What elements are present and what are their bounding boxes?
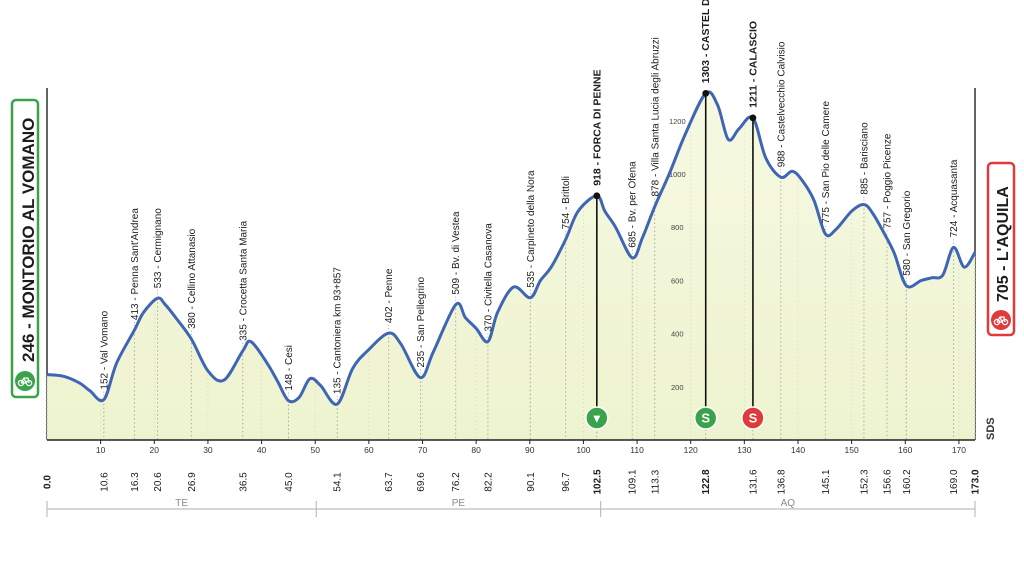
- km-label: 169.0: [949, 469, 960, 494]
- marker-glyph: S: [701, 411, 710, 426]
- km-label: 152.3: [860, 469, 871, 494]
- sprint-marker: [693, 406, 718, 430]
- km-label: 136.8: [776, 469, 787, 494]
- place-label: 335 - Crocetta Santa Maria: [238, 220, 249, 340]
- x-tick-label: 100: [576, 445, 590, 455]
- place-label: 878 - Villa Santa Lucia degli Abruzzi: [650, 37, 661, 196]
- x-tick-label: 170: [952, 445, 966, 455]
- place-label: 380 - Cellino Attanasio: [187, 228, 198, 329]
- place-label: 685 - Bv. per Ofena: [628, 161, 639, 248]
- km-label: 16.3: [130, 472, 141, 492]
- km-label: 160.2: [902, 469, 913, 494]
- x-tick-label: 110: [630, 445, 644, 455]
- x-tick-label: 30: [203, 445, 213, 455]
- x-tick-label: 160: [898, 445, 912, 455]
- km-label: 113.3: [650, 469, 661, 494]
- place-label: 988 - Castelvecchio Calvisio: [776, 41, 787, 167]
- climb-summit-point: [593, 192, 601, 200]
- finish-badge-frame: [986, 161, 1016, 337]
- x-tick-label: 80: [471, 445, 481, 455]
- finish-badge: 705 - L'AQUILA: [986, 161, 1016, 337]
- place-label: 535 - Carpineto della Nora: [526, 170, 537, 288]
- province-label: AQ: [781, 498, 796, 509]
- km-label: 69.6: [416, 472, 427, 492]
- place-label: 1211 - CALASCIO: [747, 21, 759, 108]
- km-label: 76.2: [451, 472, 462, 492]
- place-label: 885 - Barisciano: [860, 122, 871, 195]
- finish-label: 705 - L'AQUILA: [995, 186, 1012, 302]
- place-label: 533 - Cermignano: [153, 208, 164, 288]
- km-label: 145.1: [821, 469, 832, 494]
- x-tick-label: 10: [96, 445, 106, 455]
- km-label: 90.1: [526, 472, 537, 492]
- x-tick-label: 50: [310, 445, 320, 455]
- y-tick-label: 800: [671, 223, 684, 232]
- place-label: 580 - San Gregorio: [902, 190, 913, 275]
- km-label: 54.1: [333, 472, 344, 492]
- km-label: 45.0: [284, 472, 295, 492]
- bicycle-icon: [993, 316, 1009, 326]
- y-tick-label: 600: [671, 276, 684, 285]
- start-badge: 246 - MONTORIO AL VOMANO: [10, 98, 40, 399]
- place-label: 509 - Bv. di Vestea: [451, 211, 462, 295]
- km-label: 102.5: [592, 469, 603, 494]
- place-label: 775 - San Pio delle Camere: [821, 101, 832, 224]
- place-label: 413 - Penna Sant'Andrea: [130, 208, 141, 320]
- place-label: 135 - Cantoniera km 93+857: [333, 267, 344, 394]
- x-tick-label: 90: [525, 445, 535, 455]
- climb-summit-point: [702, 90, 710, 97]
- province-label: TE: [175, 498, 188, 509]
- y-tick-label: 400: [671, 330, 684, 339]
- x-tick-label: 140: [791, 445, 805, 455]
- start-label: 246 - MONTORIO AL VOMANO: [19, 118, 38, 362]
- place-label: 757 - Poggio Picenze: [883, 133, 894, 229]
- profile-line: [46, 90, 977, 406]
- place-label: 148 - Cesi: [284, 345, 295, 391]
- place-label: 402 - Penne: [384, 268, 395, 323]
- x-tick-label: 130: [737, 445, 751, 455]
- start-badge-frame: [10, 98, 40, 399]
- profile-area: [47, 91, 975, 440]
- km-label: 173.0: [971, 469, 982, 494]
- km-label: 20.6: [153, 472, 164, 492]
- x-tick-label: 150: [845, 445, 859, 455]
- km-label: 122.8: [701, 469, 712, 494]
- y-tick-label: 200: [671, 383, 684, 392]
- y-tick-label: 1200: [669, 117, 686, 126]
- province-label: PE: [452, 498, 466, 509]
- marker-glyph: S: [749, 411, 758, 426]
- km-label: 131.6: [748, 469, 759, 494]
- place-label: 724 - Acquasanta: [949, 159, 960, 237]
- km-label: 156.6: [883, 469, 894, 494]
- climb-summit-point: [749, 114, 757, 122]
- sprint-marker: [741, 406, 765, 430]
- x-tick-label: 60: [364, 445, 374, 455]
- sds-logo: SDS: [985, 417, 997, 440]
- place-label: 152 - Val Vomano: [99, 310, 110, 389]
- climb-marker: [585, 406, 609, 430]
- marker-glyph: ▼: [591, 412, 603, 426]
- km-label: 10.6: [99, 472, 110, 492]
- x-tick-label: 40: [257, 445, 267, 455]
- km-label: 96.7: [561, 472, 572, 492]
- km-label: 0.0: [43, 475, 54, 489]
- km-label: 109.1: [628, 469, 639, 494]
- place-label: 370 - Civitella Casanova: [483, 223, 494, 332]
- km-label: 82.2: [483, 472, 494, 492]
- x-tick-label: 20: [150, 445, 160, 455]
- km-label: 26.9: [187, 472, 198, 492]
- place-label: 918 - FORCA DI PENNE: [591, 69, 603, 185]
- x-tick-label: 70: [418, 445, 428, 455]
- bicycle-icon: [17, 377, 33, 387]
- y-tick-label: 1000: [669, 170, 686, 179]
- place-label: 754 - Brittoli: [561, 176, 572, 229]
- place-label: 235 - San Pellegrino: [416, 276, 427, 367]
- place-label: 1303 - CASTEL DEL MONTE: [700, 0, 712, 83]
- km-label: 36.5: [238, 472, 249, 492]
- km-label: 63.7: [384, 472, 395, 492]
- x-tick-label: 120: [684, 445, 698, 455]
